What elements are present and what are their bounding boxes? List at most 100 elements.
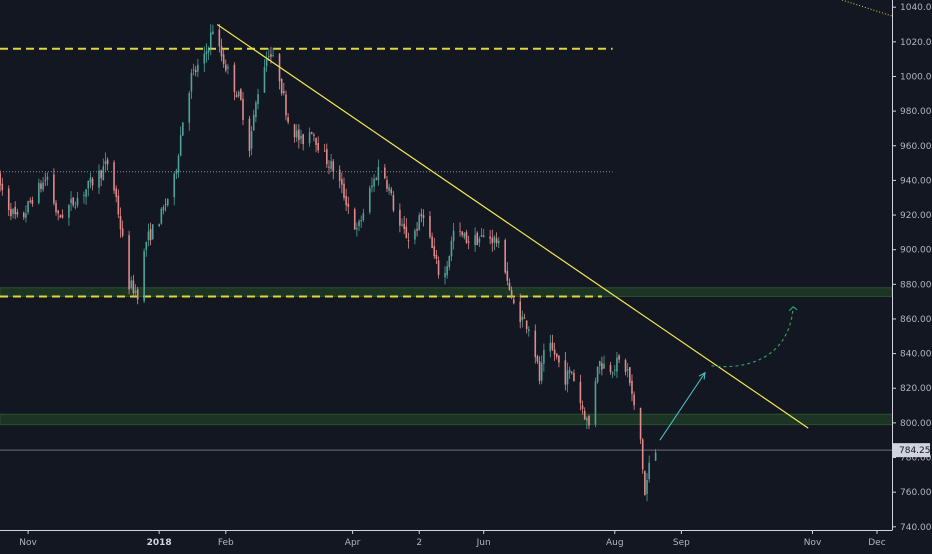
candle-body-56: [164, 204, 167, 206]
candlesticks: [0, 23, 657, 502]
candle-body-131: [390, 189, 393, 194]
candle-body-29: [85, 189, 87, 197]
candle-body-109: [326, 149, 328, 165]
candle-body-144: [431, 236, 433, 249]
x-tick-label-3: Apr: [345, 538, 361, 548]
candle-body-58: [173, 173, 176, 198]
candle-body-215: [644, 471, 646, 496]
candle-body-157: [467, 241, 470, 243]
candle-body-32: [91, 178, 94, 186]
candle-body-81: [240, 89, 242, 100]
candle-body-61: [179, 135, 182, 156]
candle-body-48: [143, 250, 145, 302]
candle-body-136: [405, 226, 408, 239]
candle-body-152: [452, 230, 455, 242]
x-tick-label-0: Nov: [19, 538, 37, 548]
candle-body-98: [293, 124, 296, 138]
candle-body-70: [207, 49, 210, 53]
candle-body-115: [343, 183, 345, 198]
candle-body-35: [102, 166, 105, 181]
candle-body-43: [128, 235, 130, 290]
candle-body-16: [44, 180, 47, 182]
candle-body-122: [362, 213, 365, 220]
candle-body-95: [283, 91, 285, 94]
candle-body-13: [38, 182, 40, 204]
candle-body-209: [626, 368, 629, 371]
y-tick-label-4: 820.00: [900, 384, 932, 394]
candle-body-145: [433, 246, 436, 257]
candle-body-51: [149, 229, 152, 241]
candle-body-31: [89, 177, 92, 183]
candle-body-68: [203, 53, 206, 64]
candle-body-121: [360, 220, 362, 222]
candle-body-164: [491, 237, 494, 244]
candle-body-117: [347, 203, 350, 207]
candle-body-73: [218, 29, 221, 47]
candle-body-133: [399, 209, 401, 226]
candle-body-170: [508, 282, 511, 291]
candle-body-101: [300, 135, 302, 139]
candle-body-63: [188, 92, 191, 123]
candle-body-165: [493, 236, 496, 243]
candle-body-194: [581, 405, 584, 409]
candle-body-46: [134, 290, 137, 293]
candle-body-167: [497, 240, 500, 244]
candle-body-52: [151, 224, 154, 240]
candle-body-158: [474, 235, 476, 246]
y-tick-label-10: 940.00: [900, 176, 932, 186]
candle-body-203: [609, 365, 612, 373]
candle-body-20: [57, 210, 59, 214]
candle-body-85: [252, 114, 255, 131]
candle-body-33: [98, 170, 100, 188]
candle-body-210: [629, 367, 631, 384]
y-tick-label-11: 960.00: [900, 142, 932, 152]
candle-body-110: [328, 166, 330, 168]
candle-body-28: [83, 194, 85, 196]
candle-body-201: [601, 363, 603, 370]
x-tick-label-6: Aug: [606, 538, 624, 548]
candle-body-76: [225, 64, 227, 71]
candle-body-198: [594, 381, 597, 425]
candle-body-191: [571, 371, 573, 373]
candle-body-67: [197, 64, 199, 72]
x-tick-label-8: Nov: [804, 538, 822, 548]
candle-body-154: [461, 231, 464, 235]
candle-body-97: [287, 117, 289, 123]
y-tick-label-8: 900.00: [900, 246, 932, 256]
candle-body-2: [1, 183, 4, 191]
candle-body-42: [121, 228, 124, 236]
candle-body-166: [495, 238, 498, 244]
candle-body-36: [104, 160, 107, 165]
candle-body-10: [27, 201, 29, 213]
candle-body-27: [76, 197, 79, 206]
candle-body-173: [519, 301, 522, 323]
y-tick-label-1: 760.00: [900, 488, 932, 498]
candle-body-21: [59, 215, 62, 218]
candle-body-161: [480, 234, 483, 238]
candle-body-206: [616, 357, 618, 372]
candle-body-9: [25, 213, 27, 218]
last-price-label: 784.25: [899, 446, 931, 456]
zone-lower: [0, 413, 927, 426]
candle-body-132: [392, 194, 395, 211]
candle-body-160: [478, 238, 481, 243]
candle-body-163: [489, 236, 491, 239]
x-tick-label-1: 2018: [147, 538, 172, 548]
up-arrow-head: [698, 371, 706, 380]
candle-body-90: [267, 55, 270, 57]
candle-body-87: [257, 94, 259, 104]
candle-body-102: [302, 134, 304, 145]
candle-body-78: [233, 64, 236, 93]
candle-body-174: [521, 316, 524, 321]
candle-body-207: [618, 355, 620, 360]
drawings: [216, 0, 893, 441]
y-tick-label-15: 1040.00: [900, 3, 932, 13]
candle-body-65: [192, 69, 195, 71]
candle-body-12: [31, 199, 34, 204]
candle-body-205: [613, 369, 616, 371]
candle-body-130: [388, 187, 390, 191]
candle-body-84: [250, 131, 253, 149]
candle-body-178: [534, 330, 537, 358]
